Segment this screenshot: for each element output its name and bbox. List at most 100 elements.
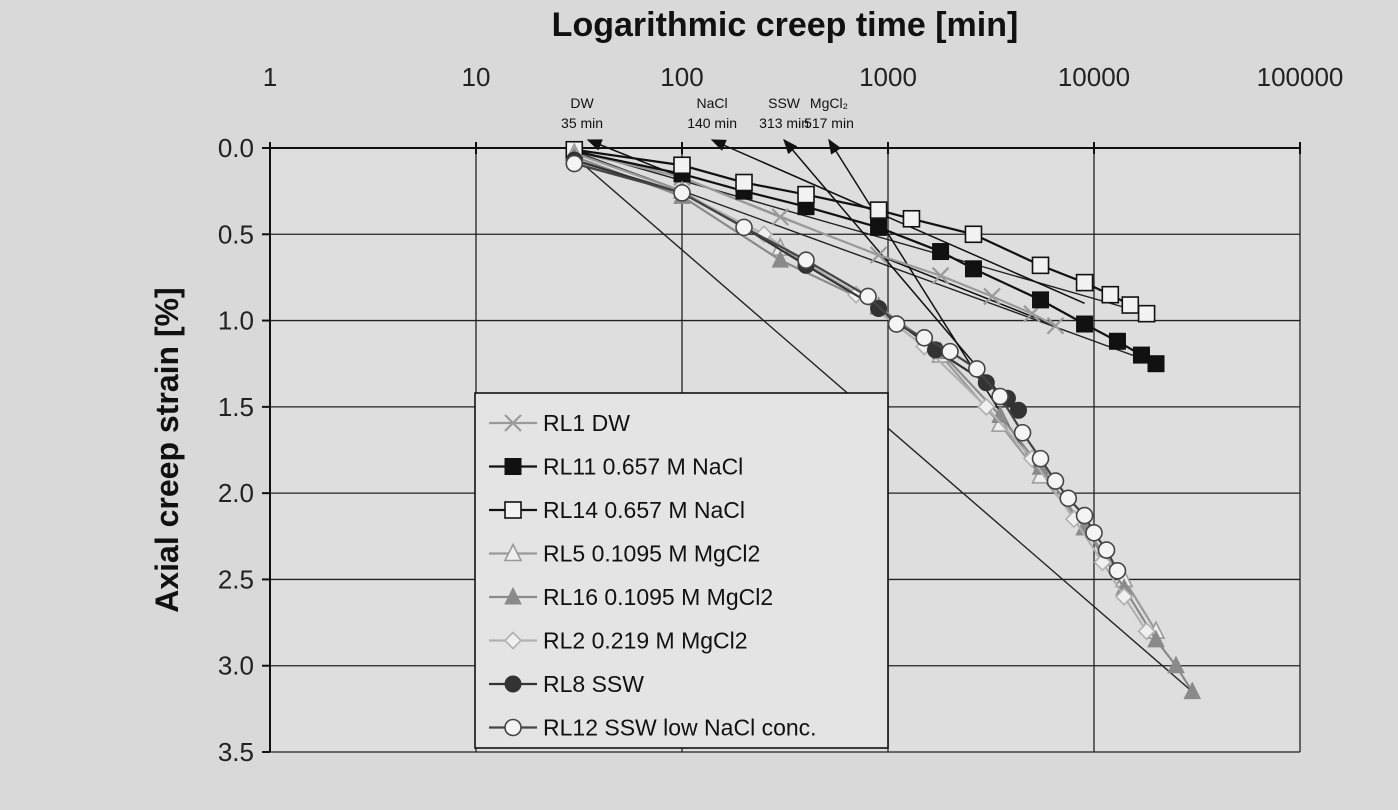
y-tick-label: 0.0 (218, 133, 254, 163)
data-point (1046, 472, 1065, 490)
series-7 (565, 154, 1127, 580)
data-point (771, 250, 790, 268)
y-tick-label: 2.0 (218, 478, 254, 508)
annotation-label: NaCl (697, 95, 728, 111)
x-tick-label: 100000 (1257, 62, 1344, 92)
data-point (771, 208, 790, 226)
data-point (1013, 423, 1032, 442)
legend-entry: RL1 DW (543, 410, 630, 436)
data-point (1114, 587, 1134, 606)
data-point (1097, 541, 1116, 559)
x-tick-labels: 1 10 100 1000 10000 100000 (263, 62, 1344, 92)
y-tick-label: 2.5 (218, 564, 254, 594)
legend-marker (504, 675, 522, 693)
data-point (1147, 629, 1165, 648)
data-point (1093, 553, 1112, 572)
data-point (1075, 273, 1094, 292)
annotation-time: 35 min (561, 115, 603, 131)
legend-entry: RL16 0.1095 M MgCl2 (543, 584, 773, 610)
annotation-arrow (710, 139, 1085, 305)
legend-entry: RL8 SSW (543, 671, 644, 697)
data-point (941, 342, 959, 361)
data-point (797, 251, 815, 269)
data-point (1108, 332, 1126, 350)
x-tick-label: 1 (263, 62, 277, 92)
x-tick-label: 10 (462, 62, 491, 92)
data-point (964, 260, 982, 278)
legend-entry: RL2 0.219 M MgCl2 (543, 628, 748, 654)
legend-marker (504, 501, 522, 519)
y-tick-label: 1.0 (218, 306, 254, 336)
data-point (983, 287, 1001, 306)
data-point (1032, 291, 1050, 309)
data-point (915, 329, 934, 347)
y-tick-labels: 0.0 0.5 1.0 1.5 2.0 2.5 3.0 3.5 (218, 133, 254, 767)
x-tick-label: 10000 (1058, 62, 1130, 92)
x-tick-label: 100 (660, 62, 703, 92)
x-tick-label: 1000 (859, 62, 917, 92)
legend-marker (503, 631, 523, 650)
data-point (1076, 315, 1094, 333)
data-point (735, 173, 753, 192)
data-point (977, 374, 995, 392)
data-point (673, 156, 691, 175)
data-point (1137, 304, 1156, 323)
y-tick-label: 0.5 (218, 219, 254, 249)
legend-entry: RL12 SSW low NaCl conc. (543, 715, 817, 741)
data-point (1101, 285, 1120, 304)
legend-marker (504, 414, 522, 432)
data-point (565, 154, 584, 173)
legend-marker (504, 458, 522, 475)
annotation-label: MgCl₂ (810, 95, 848, 111)
legend: RL1 DW RL11 0.657 M NaCl RL14 0.657 M NaCl… (474, 392, 889, 749)
data-point (991, 387, 1009, 406)
legend-entry: RL14 0.657 M NaCl (543, 497, 745, 523)
data-point (869, 201, 888, 219)
data-point (1137, 622, 1156, 641)
annotation-label: DW (570, 95, 594, 111)
data-point (1167, 655, 1185, 674)
data-point (870, 218, 888, 236)
data-point (1108, 561, 1127, 580)
data-series (564, 140, 1202, 700)
data-point (1009, 401, 1027, 419)
data-point (1147, 355, 1165, 373)
legend-box (474, 392, 889, 749)
annotation-time: 517 min (804, 115, 854, 131)
data-point (1046, 316, 1065, 335)
y-tick-label: 1.5 (218, 392, 254, 422)
annotation-label: SSW (768, 95, 801, 111)
data-point (1085, 524, 1103, 542)
annotation-time: 140 min (687, 115, 737, 131)
data-point (977, 397, 996, 416)
data-point (1132, 346, 1150, 364)
data-point (1031, 256, 1050, 275)
series-2 (565, 140, 1156, 323)
data-point (1183, 681, 1202, 700)
annotation-time: 313 min (759, 115, 809, 131)
legend-entry: RL11 0.657 M NaCl (543, 454, 743, 480)
data-point (673, 184, 691, 202)
y-axis-label: Axial creep strain [%] (149, 287, 185, 612)
y-tick-label: 3.5 (218, 737, 254, 767)
trend-line-rl14 (574, 149, 1147, 315)
data-point (735, 218, 753, 237)
data-point (869, 246, 888, 264)
legend-marker (504, 718, 522, 737)
legend-marker (503, 542, 523, 562)
data-point (887, 315, 906, 333)
data-point (964, 225, 983, 244)
y-tick-label: 3.0 (218, 651, 254, 681)
data-point (931, 266, 950, 285)
data-point (902, 209, 921, 228)
data-point (1121, 296, 1140, 314)
data-point (859, 287, 877, 306)
series-line (574, 150, 1056, 327)
data-point (1031, 449, 1050, 468)
data-point (932, 243, 950, 261)
chart-title: Logarithmic creep time [min] (552, 6, 1019, 44)
legend-entry: RL5 0.1095 M MgCl2 (543, 541, 760, 567)
legend-marker (504, 586, 522, 605)
data-point (797, 185, 815, 204)
